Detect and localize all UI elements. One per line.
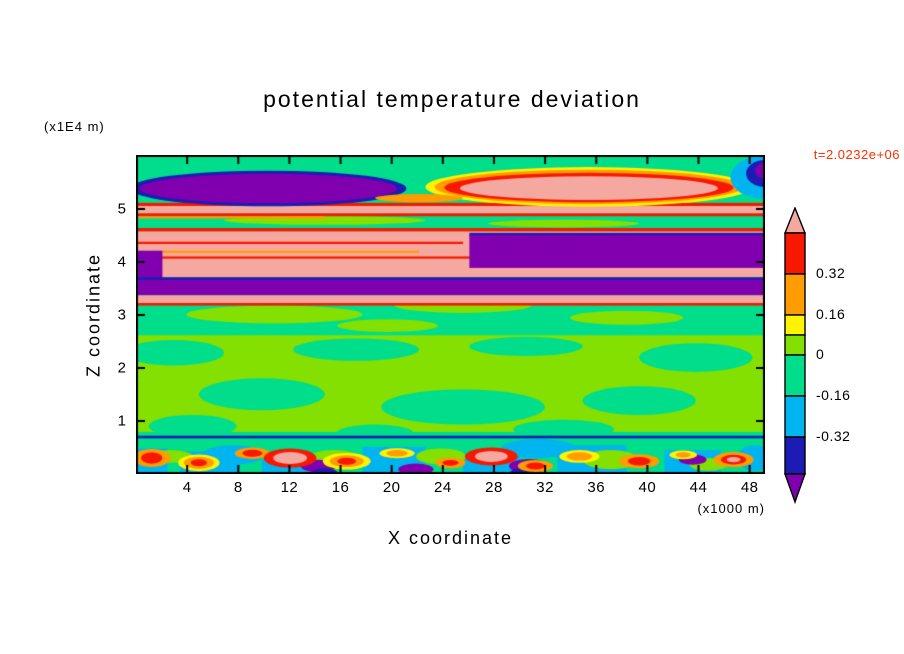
x-axis-label: X coordinate bbox=[387, 528, 514, 548]
x-tick-label: 24 bbox=[433, 479, 452, 496]
colorbar-label: 0 bbox=[816, 346, 825, 362]
x-tick-label: 16 bbox=[331, 479, 350, 496]
x-tick-label: 8 bbox=[233, 479, 243, 496]
y-axis-label: Z coordinate bbox=[83, 252, 104, 377]
x-tick-label: 28 bbox=[485, 479, 503, 496]
x-tick-label: 32 bbox=[536, 479, 554, 496]
colorbar-arrow bbox=[783, 206, 807, 505]
heatmap-canvas bbox=[136, 155, 765, 474]
x-tick-label: 48 bbox=[740, 479, 759, 496]
x-tick-label: 44 bbox=[689, 479, 708, 496]
x-axis-unit: (x1000 m) bbox=[697, 501, 765, 516]
x-tick-label: 40 bbox=[638, 479, 657, 496]
colorbar-label: -0.16 bbox=[816, 387, 851, 403]
y-tick-label: 5 bbox=[117, 200, 126, 218]
x-tick-label: 12 bbox=[280, 479, 299, 496]
colorbar-label: 0.16 bbox=[816, 306, 846, 322]
colorbar-label: -0.32 bbox=[816, 428, 851, 444]
colorbar-label: 0.32 bbox=[816, 265, 846, 281]
colorbar: 0.32 0.16 0 -0.16 -0.32 bbox=[783, 206, 904, 509]
x-tick-label: 20 bbox=[382, 479, 401, 496]
time-label: t=2.0232e+06 bbox=[813, 147, 900, 162]
y-axis-unit: (x1E4 m) bbox=[44, 119, 105, 134]
x-tick-label: 4 bbox=[182, 479, 192, 496]
y-tick-labels: 1 2 3 4 5 bbox=[92, 155, 126, 474]
y-tick-label: 1 bbox=[117, 412, 126, 430]
plot-title: potential temperature deviation bbox=[263, 86, 641, 112]
y-tick-label: 3 bbox=[117, 306, 126, 324]
x-tick-label: 36 bbox=[587, 479, 606, 496]
y-tick-label: 2 bbox=[117, 359, 126, 377]
x-tick-labels: 4 8 12 16 20 24 28 32 36 40 44 48 bbox=[136, 474, 765, 500]
y-tick-label: 4 bbox=[117, 253, 126, 271]
